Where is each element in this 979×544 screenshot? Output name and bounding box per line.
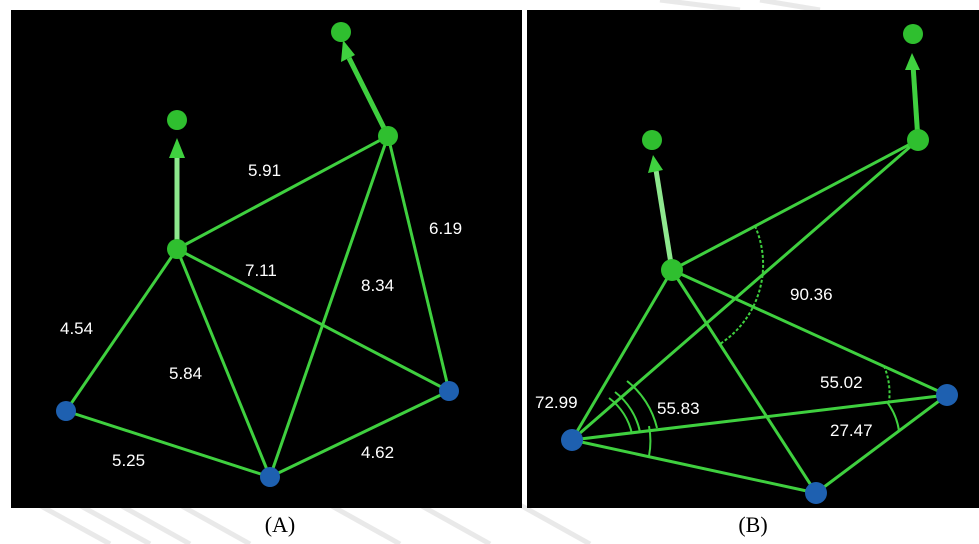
green-atom-b-1 (661, 259, 683, 281)
panel-a-atoms (56, 22, 459, 487)
vector-a-right (346, 56, 391, 138)
panel-a-molecule-distances: 5.91 6.19 7.11 8.34 4.54 5.84 5.25 4.62 (11, 10, 522, 508)
distance-label: 8.34 (361, 276, 394, 295)
angle-label: 55.02 (820, 373, 863, 392)
bond-a-1 (176, 134, 389, 251)
angle-arc-55-b (608, 397, 633, 435)
green-atom-b-2 (907, 129, 929, 151)
bond-b-1 (671, 138, 919, 272)
panel-b-angle-labels: 90.36 72.99 55.83 55.02 27.47 (535, 285, 873, 440)
bond-b-3 (670, 269, 818, 494)
bond-a-4 (268, 135, 390, 478)
green-atom-a-1 (167, 239, 187, 259)
angle-arc-27-right (886, 401, 900, 432)
panel-b-bonds (570, 138, 948, 495)
distance-label: 5.25 (112, 451, 145, 470)
bond-b-5 (571, 138, 919, 442)
panel-a-diagram: 5.91 6.19 7.11 8.34 4.54 5.84 5.25 4.62 (56, 22, 462, 487)
vector-b-left-arrowhead (648, 155, 663, 173)
distance-label: 6.19 (429, 219, 462, 238)
panel-b-vectors (648, 53, 921, 271)
distance-label: 4.54 (60, 319, 93, 338)
vector-b-right-arrowhead (905, 53, 920, 70)
caption-panel-b: (B) (738, 512, 768, 537)
distance-label: 5.84 (169, 364, 202, 383)
angle-arc-55-right (883, 365, 891, 403)
angle-arc-55-a (614, 391, 641, 433)
distance-label: 4.62 (361, 443, 394, 462)
bond-b-4 (671, 268, 948, 397)
angle-arc-72-outer (626, 380, 658, 429)
green-atom-b-3 (642, 130, 662, 150)
caption-panel-a: (A) (264, 512, 296, 537)
vector-b-left (653, 169, 675, 271)
blue-atom-b-2 (805, 482, 827, 504)
green-atom-a-4 (331, 22, 351, 42)
bond-a-6 (175, 248, 272, 478)
angle-label: 72.99 (535, 393, 578, 412)
blue-atom-a-3 (439, 381, 459, 401)
bond-a-5 (64, 248, 179, 412)
bond-a-2 (386, 135, 451, 392)
blue-atom-a-2 (260, 467, 280, 487)
angle-arc-90 (719, 225, 765, 345)
vector-b-right (910, 64, 921, 141)
green-atom-b-4 (903, 24, 923, 44)
panel-a-distance-labels: 5.91 6.19 7.11 8.34 4.54 5.84 5.25 4.62 (60, 161, 462, 470)
bond-a-3 (176, 247, 450, 393)
bond-b-6 (571, 393, 948, 442)
blue-atom-a-1 (56, 401, 76, 421)
panel-b-diagram: 90.36 72.99 55.83 55.02 27.47 (535, 24, 958, 504)
bond-b-8 (815, 393, 948, 495)
distance-label: 7.11 (245, 261, 277, 280)
panel-b-atoms (561, 24, 958, 504)
blue-atom-b-1 (561, 429, 583, 451)
panel-a-bonds (64, 134, 451, 479)
angle-label: 55.83 (657, 399, 700, 418)
bond-b-2 (570, 269, 674, 441)
panel-a-vectors (169, 40, 391, 249)
angle-label: 27.47 (830, 421, 873, 440)
panel-b-molecule-angles: 90.36 72.99 55.83 55.02 27.47 (527, 10, 979, 508)
angle-label: 90.36 (790, 285, 833, 304)
distance-label: 5.91 (248, 161, 281, 180)
bond-a-8 (269, 389, 450, 479)
bond-a-7 (65, 409, 271, 479)
angle-arc-55-c (648, 425, 652, 457)
blue-atom-b-3 (936, 384, 958, 406)
green-atom-a-3 (167, 110, 187, 130)
green-atom-a-2 (378, 126, 398, 146)
vector-a-right-arrowhead (341, 40, 355, 62)
bond-b-7 (571, 438, 817, 495)
panel-b-angle-arcs (608, 225, 900, 457)
vector-a-left-arrowhead (169, 138, 185, 158)
